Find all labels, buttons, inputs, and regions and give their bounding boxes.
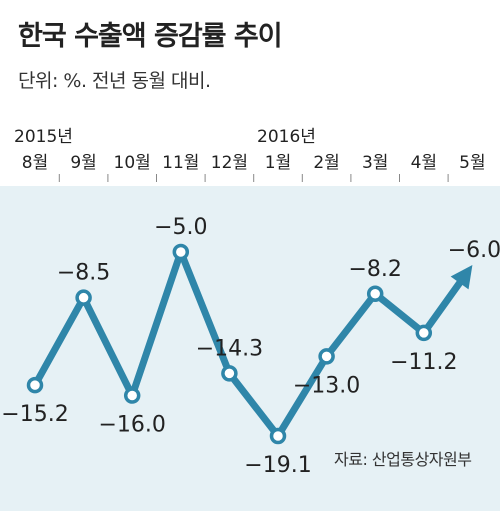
data-label: −14.3 (196, 336, 263, 361)
data-point (318, 348, 335, 365)
data-label: −15.2 (1, 402, 68, 427)
data-point (221, 365, 238, 382)
series-arrow-head (450, 265, 473, 290)
data-point (415, 324, 433, 342)
data-label: −19.1 (244, 453, 311, 478)
source-note: 자료: 산업통상자원부 (334, 450, 472, 469)
x-tick-label: 2월 (313, 153, 339, 173)
data-label: −5.0 (154, 215, 207, 240)
x-tick-label: 12월 (211, 153, 248, 173)
plot-background (0, 186, 500, 511)
data-label: −8.5 (57, 261, 110, 286)
data-point (269, 427, 287, 445)
data-point (172, 243, 190, 261)
year-label: 2016년 (257, 127, 316, 147)
series-arrow-shaft (420, 279, 464, 337)
x-tick-label: 11월 (162, 153, 199, 173)
x-tick-label: 10월 (114, 153, 151, 173)
x-tick-label: 4월 (411, 153, 437, 173)
data-label: −8.2 (348, 257, 401, 282)
chart-title: 한국 수출액 증감률 추이 (18, 21, 283, 52)
data-label: −13.0 (293, 373, 360, 398)
x-tick-label: 8월 (22, 153, 48, 173)
data-label: −16.0 (98, 413, 165, 438)
data-point (366, 285, 384, 303)
data-label: −11.2 (390, 350, 457, 375)
unit-note: 단위: %. 전년 동월 대비. (18, 70, 211, 92)
data-point (123, 387, 141, 404)
x-tick-label: 3월 (362, 153, 388, 173)
data-point (75, 289, 92, 306)
data-label: −6.0 (448, 238, 500, 263)
data-point (26, 376, 44, 394)
x-tick-label: 1월 (265, 153, 291, 173)
year-label: 2015년 (14, 127, 73, 147)
x-tick-label: 9월 (70, 153, 96, 173)
x-tick-label: 5월 (459, 153, 485, 173)
